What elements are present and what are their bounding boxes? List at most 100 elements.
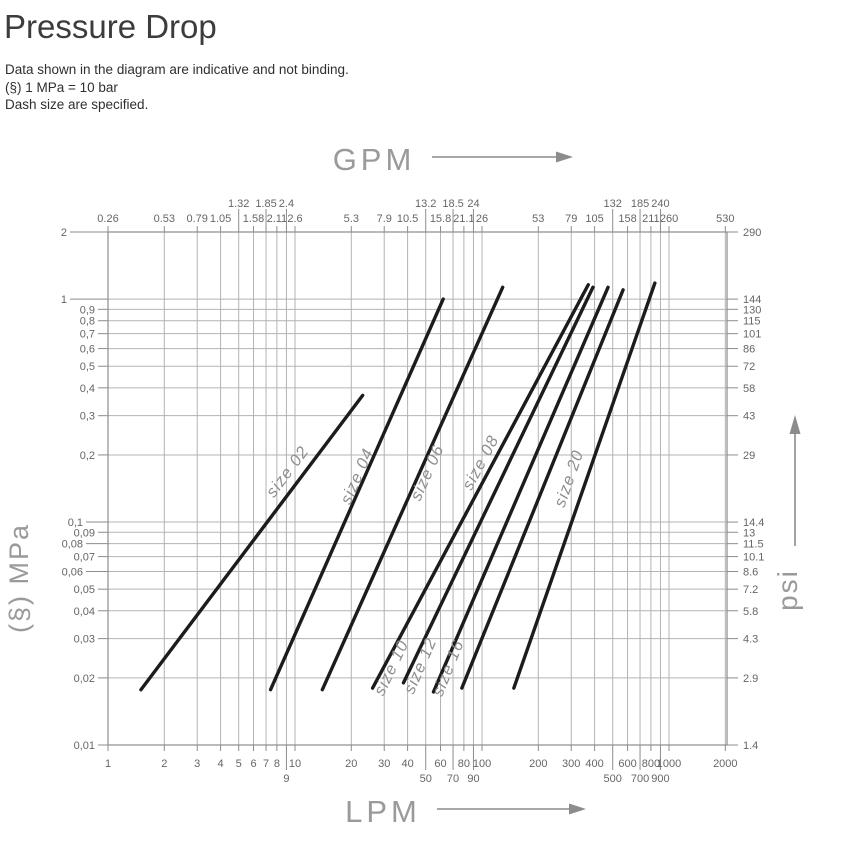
y-tick-label-right: 8.6 — [743, 567, 758, 579]
note-line: Data shown in the diagram are indicative… — [5, 62, 349, 77]
x-tick-label-bottom: 60 — [434, 758, 446, 770]
y-tick-label-right: 2.9 — [743, 673, 758, 685]
series-line-size-20 — [512, 281, 657, 690]
series-line-size-06 — [320, 285, 505, 692]
y-tick-label-right: 14.4 — [743, 517, 764, 529]
x-tick-label-bottom: 2 — [161, 758, 167, 770]
x-tick-label-top: 1.05 — [210, 213, 231, 225]
x-tick-label-top: 5.3 — [344, 213, 359, 225]
y-tick-label-right: 13 — [743, 527, 755, 539]
note-line: (§) 1 MPa = 10 bar — [5, 79, 118, 95]
x-tick-label-top: 24 — [467, 198, 479, 210]
x-tick-label-top: 132 — [604, 198, 622, 210]
x-tick-label-bottom: 70 — [447, 773, 459, 785]
x-tick-label-top: 7.9 — [377, 213, 392, 225]
series-line-size-16 — [460, 288, 625, 690]
x-tick-label-bottom: 7 — [263, 758, 269, 770]
y-tick-label-right: 101 — [743, 329, 761, 341]
x-tick-label-top: 185 — [631, 198, 649, 210]
x-tick-label-top: 105 — [585, 213, 603, 225]
y-tick-label-right: 86 — [743, 344, 755, 356]
y-tick-label-right: 7.2 — [743, 584, 758, 596]
x-tick-label-bottom: 1000 — [657, 758, 681, 770]
note-line: Dash size are specified. — [5, 97, 149, 112]
x-tick-label-bottom: 200 — [529, 758, 547, 770]
y-tick-label-right: 130 — [743, 304, 761, 316]
x-tick-label-bottom: 5 — [236, 758, 242, 770]
x-tick-label-top: 2.4 — [279, 198, 294, 210]
x-tick-label-bottom: 2000 — [713, 758, 737, 770]
x-tick-label-bottom: 20 — [345, 758, 357, 770]
x-tick-label-top: 18.5 — [442, 198, 463, 210]
x-tick-label-top: 2.6 — [287, 213, 302, 225]
x-tick-label-top: 1.32 — [228, 198, 249, 210]
x-tick-label-top: 211 — [642, 213, 660, 225]
axis-title-lpm: LPM — [345, 794, 421, 829]
page-notes: Data shown in the diagram are indicative… — [5, 61, 349, 114]
x-tick-label-bottom: 100 — [473, 758, 491, 770]
x-tick-label-top: 13.2 — [415, 198, 436, 210]
x-tick-label-bottom: 50 — [420, 773, 432, 785]
y-tick-label-left: 0,6 — [80, 344, 95, 356]
y-tick-label-right: 58 — [743, 383, 755, 395]
y-tick-label-left: 1 — [61, 294, 67, 306]
y-tick-label-left: 0,2 — [80, 450, 95, 462]
y-tick-label-left: 2 — [61, 227, 67, 239]
y-tick-label-right: 1.4 — [743, 740, 758, 752]
y-tick-label-right: 11.5 — [743, 539, 764, 551]
x-tick-label-top: 530 — [716, 213, 734, 225]
x-tick-label-bottom: 800 — [642, 758, 660, 770]
x-tick-label-bottom: 300 — [562, 758, 580, 770]
x-tick-label-top: 0.26 — [97, 213, 118, 225]
x-tick-label-top: 10.5 — [397, 213, 418, 225]
series-line-size-02 — [139, 393, 365, 692]
x-tick-label-top: 240 — [651, 198, 669, 210]
x-tick-label-top: 53 — [532, 213, 544, 225]
y-tick-label-left: 0,05 — [74, 584, 95, 596]
axis-title-mpa: (§) MPa — [4, 523, 34, 633]
plot-border — [107, 231, 728, 746]
y-tick-label-left: 0,7 — [80, 329, 95, 341]
x-tick-label-bottom: 10 — [289, 758, 301, 770]
y-tick-label-left: 0,03 — [74, 634, 95, 646]
x-tick-label-top: 0.79 — [187, 213, 208, 225]
series-line-size-10 — [401, 285, 595, 685]
x-tick-label-bottom: 1 — [105, 758, 111, 770]
y-tick-label-left: 0,09 — [74, 527, 95, 539]
x-tick-label-bottom: 600 — [618, 758, 636, 770]
x-tick-label-top: 79 — [565, 213, 577, 225]
x-tick-label-bottom: 6 — [250, 758, 256, 770]
y-tick-label-right: 4.3 — [743, 634, 758, 646]
lpm-arrow-right-icon — [569, 803, 586, 815]
y-tick-label-left: 0,01 — [74, 740, 95, 752]
y-tick-label-left: 0,3 — [80, 411, 95, 423]
x-tick-label-bottom: 4 — [218, 758, 224, 770]
y-tick-label-left: 0,9 — [80, 304, 95, 316]
x-tick-label-top: 158 — [618, 213, 636, 225]
gpm-arrow-right-icon — [556, 151, 573, 163]
y-tick-label-left: 0,04 — [74, 606, 95, 618]
axis-title-psi: psi — [772, 569, 803, 611]
series-label-size-06: size 06 — [407, 442, 448, 503]
x-tick-label-top: 15.8 — [430, 213, 451, 225]
x-tick-label-bottom: 8 — [274, 758, 280, 770]
y-tick-label-left: 0,8 — [80, 316, 95, 328]
y-tick-label-left: 0,02 — [74, 673, 95, 685]
x-tick-label-top: 260 — [660, 213, 678, 225]
y-tick-label-right: 290 — [743, 227, 761, 239]
x-tick-label-top: 0.53 — [154, 213, 175, 225]
y-tick-label-left: 0,07 — [74, 552, 95, 564]
x-tick-label-bottom: 900 — [651, 773, 669, 785]
y-tick-label-left: 0,5 — [80, 361, 95, 373]
x-tick-label-bottom: 400 — [585, 758, 603, 770]
y-tick-label-left: 0,4 — [80, 383, 95, 395]
x-tick-label-bottom: 500 — [604, 773, 622, 785]
x-tick-label-bottom: 9 — [283, 773, 289, 785]
y-tick-label-left: 0,08 — [62, 539, 83, 551]
x-tick-label-top: 21.1 — [453, 213, 474, 225]
series-line-size-08 — [370, 283, 590, 690]
series-line-size-12 — [431, 285, 610, 694]
series-line-size-04 — [268, 297, 445, 692]
x-tick-label-bottom: 3 — [194, 758, 200, 770]
